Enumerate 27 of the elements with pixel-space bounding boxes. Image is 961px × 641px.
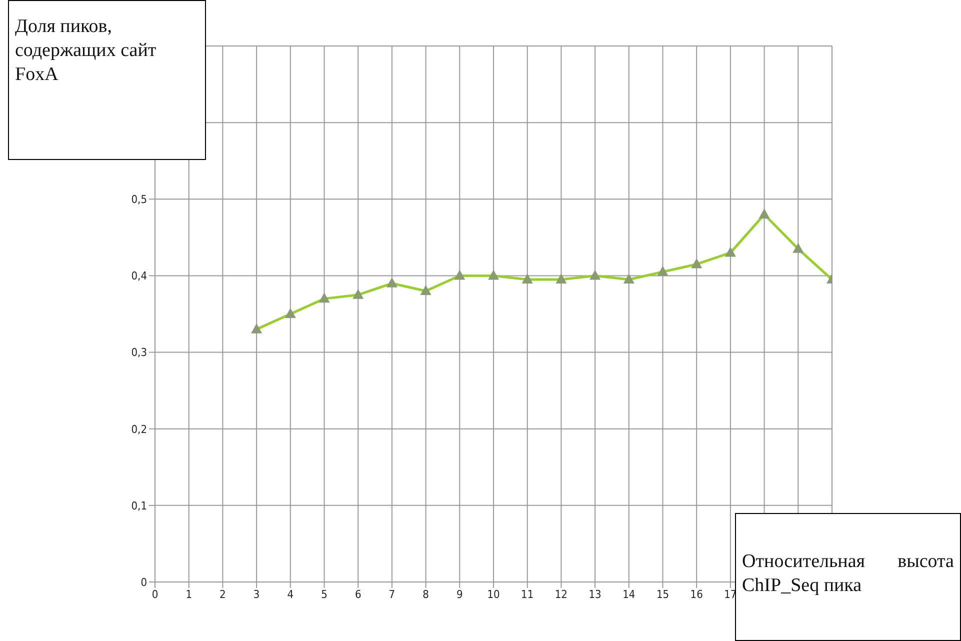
- x-tick-label: 3: [253, 588, 260, 601]
- ylabel-box: Доля пиков, содержащих сайт FoxA: [8, 0, 206, 160]
- x-axis-title: Относительная высота ChIP_Seq пика: [742, 550, 954, 598]
- y-tick-label: 0,5: [131, 193, 147, 206]
- y-tick-label: 0,4: [131, 270, 147, 283]
- x-tick-label: 13: [588, 588, 602, 601]
- x-tick-label: 7: [388, 588, 396, 601]
- x-tick-label: 2: [220, 588, 226, 601]
- x-tick-label: 4: [287, 588, 294, 601]
- x-tick-label: 6: [354, 588, 362, 601]
- x-tick-label: 11: [521, 588, 534, 601]
- x-tick-label: 14: [622, 588, 636, 601]
- y-axis-title: Доля пиков, содержащих сайт FoxA: [15, 15, 158, 87]
- x-tick-label: 16: [690, 588, 703, 601]
- x-tick-label: 15: [656, 588, 670, 601]
- x-tick-label: 12: [554, 588, 568, 601]
- y-tick-label: 0: [140, 576, 147, 589]
- x-tick-label: 5: [321, 588, 328, 601]
- x-tick-label: 0: [152, 588, 158, 601]
- y-tick-label: 0,1: [131, 499, 147, 512]
- x-tick-label: 1: [186, 588, 192, 601]
- x-tick-label: 8: [422, 588, 429, 601]
- y-tick-label: 0,3: [131, 346, 147, 360]
- y-tick-label: 0,2: [131, 422, 147, 436]
- x-tick-label: 9: [456, 588, 463, 601]
- xlabel-box: Относительная высота ChIP_Seq пика: [735, 513, 961, 641]
- x-tick-label: 10: [487, 588, 500, 601]
